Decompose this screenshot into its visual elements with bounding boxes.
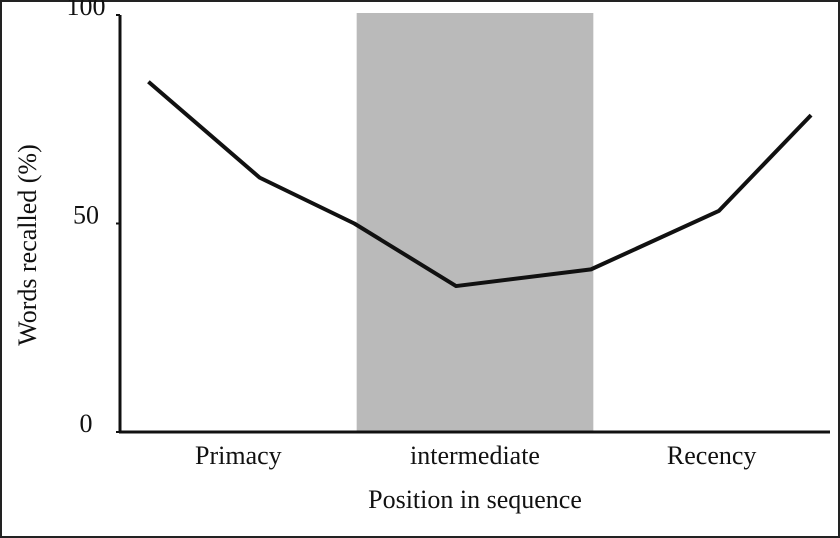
x-axis-label: Position in sequence [368,485,582,514]
x-region-label: Primacy [195,441,282,470]
y-tick-label: 100 [67,0,106,21]
highlight-band [356,13,594,432]
y-tick-label: 0 [80,409,93,438]
x-region-label: intermediate [410,441,540,470]
x-region-label: Recency [667,441,757,470]
y-tick-label: 50 [73,200,99,229]
line-series [147,80,813,289]
y-axis-label: Words recalled (%) [13,144,42,345]
